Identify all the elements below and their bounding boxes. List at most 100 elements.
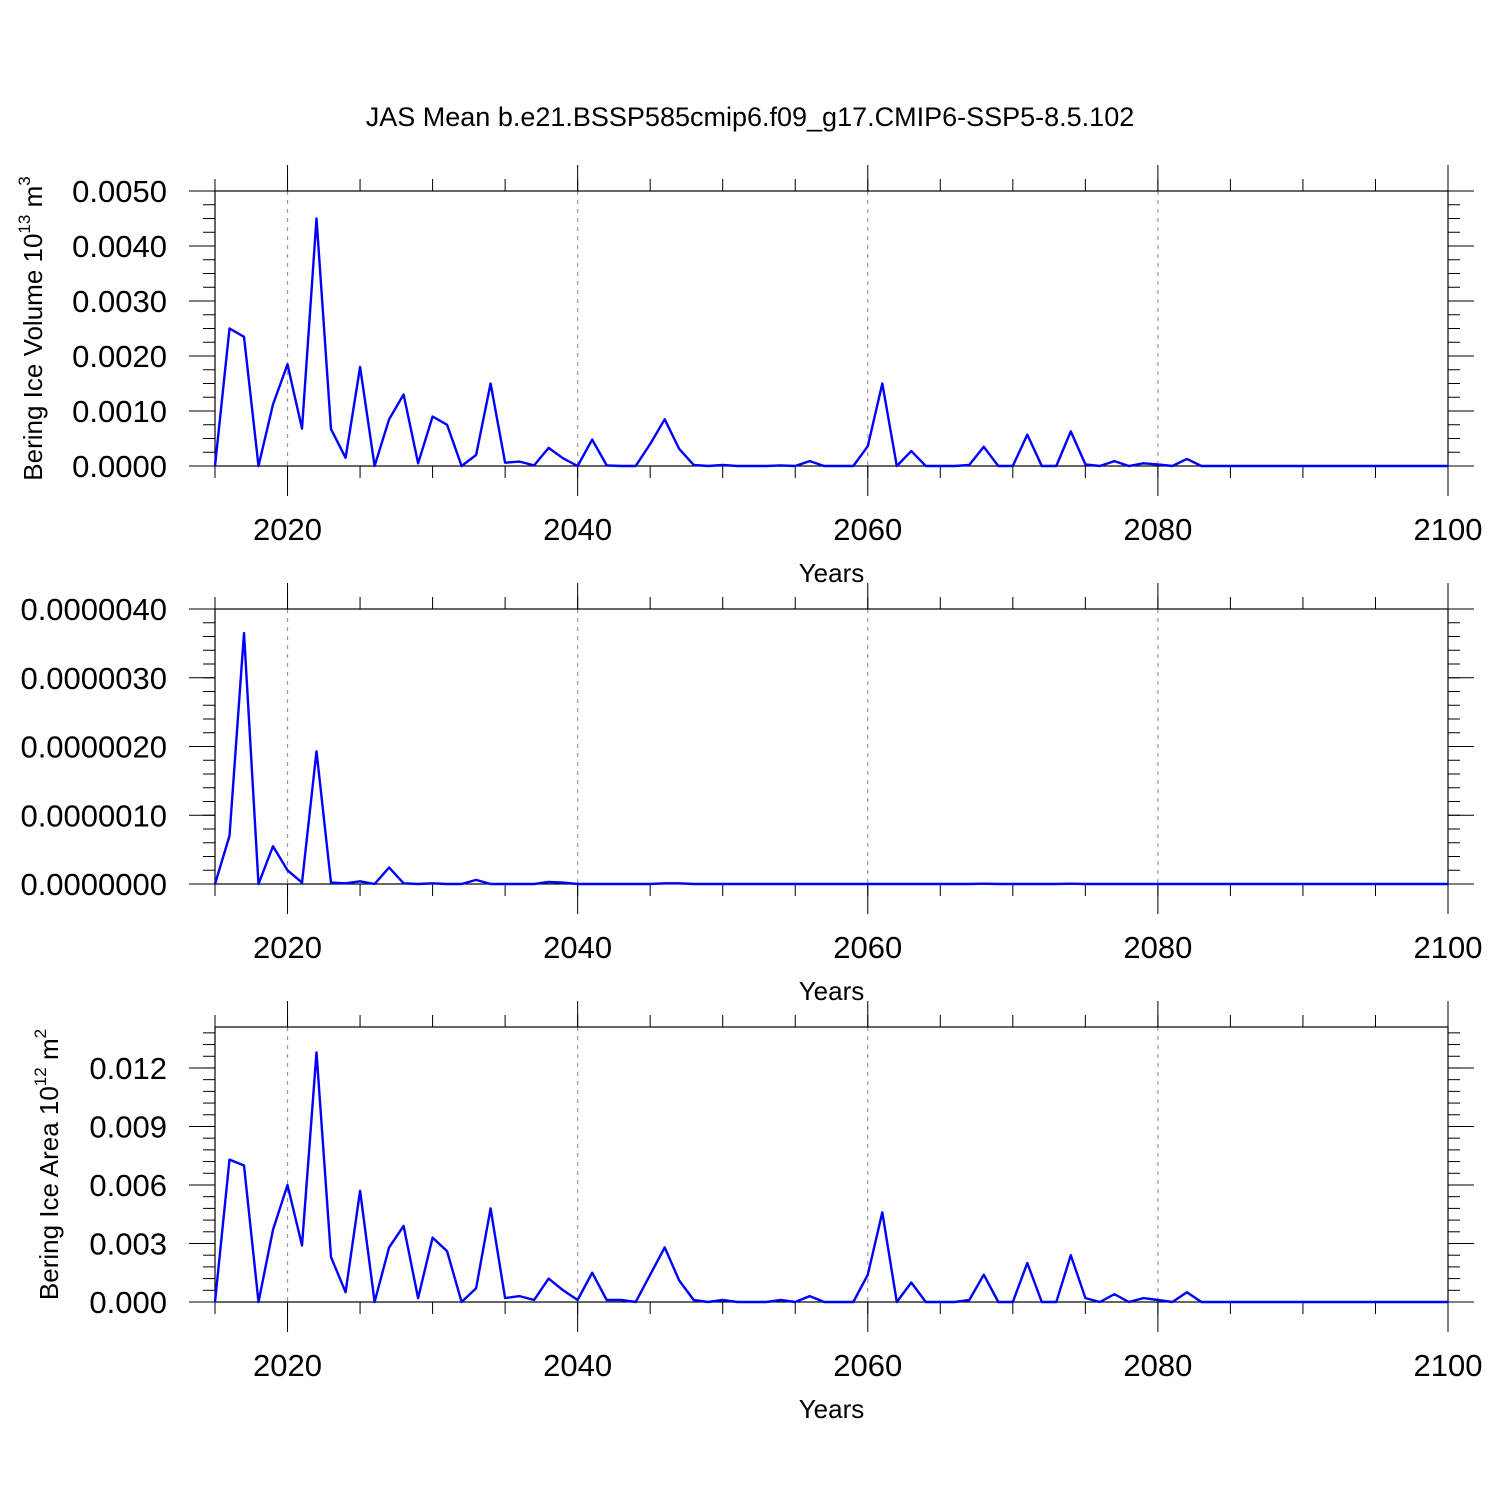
data-point bbox=[1403, 1301, 1405, 1303]
data-point bbox=[634, 1301, 636, 1303]
data-point bbox=[373, 883, 375, 885]
data-point bbox=[417, 883, 419, 885]
data-point bbox=[809, 883, 811, 885]
data-point bbox=[896, 883, 898, 885]
data-point bbox=[1041, 1301, 1043, 1303]
data-point bbox=[1055, 1301, 1057, 1303]
data-point bbox=[359, 366, 361, 368]
data-point bbox=[1070, 1254, 1072, 1256]
data-point bbox=[881, 382, 883, 384]
data-point bbox=[547, 447, 549, 449]
y-axis-label-unit-exponent: 3 bbox=[15, 176, 34, 185]
data-point bbox=[1128, 465, 1130, 467]
data-point bbox=[1244, 465, 1246, 467]
data-point bbox=[722, 464, 724, 466]
data-point bbox=[997, 1301, 999, 1303]
data-point bbox=[939, 883, 941, 885]
data-point bbox=[1070, 882, 1072, 884]
data-point bbox=[504, 462, 506, 464]
data-point bbox=[649, 443, 651, 445]
x-tick-label: 2040 bbox=[543, 512, 612, 547]
data-point bbox=[286, 1184, 288, 1186]
data-point bbox=[780, 883, 782, 885]
data-point bbox=[620, 883, 622, 885]
data-point bbox=[576, 883, 578, 885]
data-point bbox=[1055, 883, 1057, 885]
x-tick-label: 2020 bbox=[253, 1348, 322, 1383]
data-point bbox=[301, 1244, 303, 1246]
x-axis-label: Years bbox=[799, 1394, 865, 1424]
data-point bbox=[1055, 465, 1057, 467]
data-point bbox=[838, 883, 840, 885]
data-point bbox=[838, 465, 840, 467]
data-point bbox=[533, 464, 535, 466]
data-point bbox=[852, 883, 854, 885]
data-point bbox=[547, 881, 549, 883]
data-point bbox=[620, 465, 622, 467]
data-point bbox=[1041, 883, 1043, 885]
data-point bbox=[794, 883, 796, 885]
data-point bbox=[954, 465, 956, 467]
data-point bbox=[983, 882, 985, 884]
data-point bbox=[1418, 883, 1420, 885]
data-point bbox=[1084, 463, 1086, 465]
data-point bbox=[954, 1301, 956, 1303]
data-point bbox=[1302, 883, 1304, 885]
series-line bbox=[213, 631, 1448, 886]
data-point bbox=[1273, 465, 1275, 467]
y-axis-label-exponent: 13 bbox=[15, 215, 34, 234]
data-point bbox=[1012, 883, 1014, 885]
data-point bbox=[1389, 883, 1391, 885]
data-point bbox=[1186, 1291, 1188, 1293]
data-point bbox=[1316, 465, 1318, 467]
data-point bbox=[1200, 1301, 1202, 1303]
data-point bbox=[214, 883, 216, 885]
y-tick-label: 0.006 bbox=[89, 1168, 167, 1203]
data-point bbox=[388, 1246, 390, 1248]
data-point bbox=[1302, 1301, 1304, 1303]
data-point bbox=[373, 465, 375, 467]
data-point bbox=[1128, 1301, 1130, 1303]
data-point bbox=[373, 1301, 375, 1303]
x-tick-label: 2060 bbox=[833, 1348, 902, 1383]
data-point bbox=[823, 883, 825, 885]
data-point bbox=[1012, 1301, 1014, 1303]
data-point bbox=[286, 363, 288, 365]
data-point bbox=[330, 428, 332, 430]
y-tick-label: 0.0010 bbox=[72, 394, 167, 429]
data-point bbox=[591, 883, 593, 885]
data-point bbox=[1258, 1301, 1260, 1303]
data-point bbox=[228, 1158, 230, 1160]
data-point bbox=[867, 883, 869, 885]
data-point bbox=[1200, 883, 1202, 885]
data-point bbox=[1389, 465, 1391, 467]
data-point bbox=[547, 1277, 549, 1279]
data-point bbox=[431, 882, 433, 884]
data-point bbox=[867, 1273, 869, 1275]
data-point bbox=[591, 438, 593, 440]
data-point bbox=[823, 1301, 825, 1303]
data-point bbox=[605, 464, 607, 466]
data-point bbox=[881, 883, 883, 885]
data-point bbox=[1171, 1301, 1173, 1303]
data-point bbox=[243, 336, 245, 338]
data-point bbox=[1084, 883, 1086, 885]
x-tick-label: 2040 bbox=[543, 930, 612, 965]
y-tick-label: 0.0000010 bbox=[20, 798, 167, 833]
y-axis-label-unit: m bbox=[18, 186, 48, 215]
data-point bbox=[678, 1279, 680, 1281]
data-point bbox=[1113, 1293, 1115, 1295]
data-point bbox=[1171, 883, 1173, 885]
data-point bbox=[272, 403, 274, 405]
data-point bbox=[1215, 1301, 1217, 1303]
y-tick-label: 0.0000030 bbox=[20, 661, 167, 696]
data-point bbox=[1012, 465, 1014, 467]
y-tick-label: 0.0000000 bbox=[20, 867, 167, 902]
data-point bbox=[707, 1301, 709, 1303]
data-point bbox=[1244, 883, 1246, 885]
data-point bbox=[663, 882, 665, 884]
data-point bbox=[1345, 883, 1347, 885]
data-point bbox=[1229, 1301, 1231, 1303]
data-point bbox=[417, 462, 419, 464]
x-tick-label: 2020 bbox=[253, 930, 322, 965]
